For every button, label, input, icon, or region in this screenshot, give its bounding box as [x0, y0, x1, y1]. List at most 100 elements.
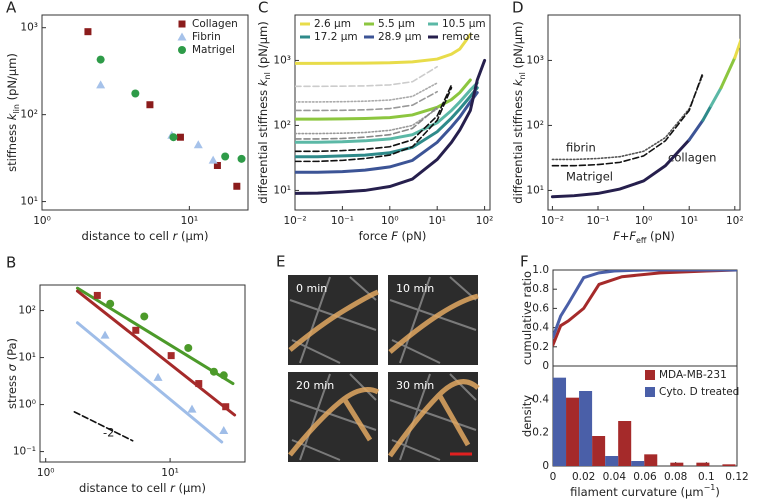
y-tick-label: 10¹: [526, 184, 544, 196]
label-part: (μm): [177, 229, 208, 243]
legend-label: Fibrin: [192, 31, 221, 43]
marker: [84, 28, 92, 36]
axis-frame: [39, 284, 246, 463]
series-line: [295, 84, 453, 153]
x-axis-label: filament curvature (μm−1): [570, 483, 720, 499]
marker: [167, 352, 175, 360]
bar: [631, 461, 645, 466]
series-line: [553, 270, 737, 347]
panel-letter: F: [520, 253, 529, 271]
annotation: Matrigel: [566, 170, 613, 184]
legend-label: Cyto. D treated: [659, 386, 739, 398]
label-part: (pN/μm): [511, 21, 525, 72]
frame-0: 0 min: [288, 275, 379, 365]
y-axis-label: stress σ (Pa): [5, 338, 19, 409]
fibers: [289, 373, 377, 461]
x-tick-label: 10⁻¹: [586, 215, 609, 227]
marker: [208, 155, 218, 164]
marker: [233, 182, 241, 190]
y-tick-label: 1.0: [532, 264, 549, 276]
tracked-fiber: [288, 387, 380, 457]
marker: [187, 404, 197, 413]
x-tick-label: 0.06: [633, 471, 657, 483]
y-tick-label: 0.4: [532, 322, 549, 334]
x-tick-label: 0.08: [664, 471, 687, 483]
marker: [221, 152, 230, 161]
y-tick-label: 0.2: [532, 427, 549, 439]
bar: [566, 397, 580, 466]
label-part: distance to cell: [79, 481, 170, 495]
marker: [184, 343, 193, 352]
label-part: force: [359, 229, 392, 243]
label-part: cumulative ratio: [520, 271, 534, 365]
y-tick-label: 0.8: [532, 283, 549, 295]
x-axis-label: F+Feff (pN): [613, 229, 675, 246]
marker: [195, 380, 203, 388]
series-line: [295, 108, 438, 135]
bar: [670, 462, 684, 466]
series-line: [550, 138, 691, 199]
marker: [146, 101, 154, 109]
x-tick-label: 10⁰: [33, 215, 51, 227]
x-axis-label: distance to cell r (μm): [82, 229, 209, 243]
series-line: [687, 118, 705, 142]
label-part: differential stiffness: [256, 86, 270, 204]
series-line: [295, 33, 472, 65]
label-part: (pN/μm): [256, 21, 270, 72]
x-tick-label: 0: [550, 471, 557, 483]
label-part: (pN): [646, 229, 675, 243]
x-tick-label: 10²: [476, 215, 494, 227]
frame-1: 10 min: [388, 275, 479, 365]
label-part: r: [173, 229, 179, 243]
fibers: [389, 373, 477, 461]
y-tick-label: 0.2: [532, 341, 549, 353]
x-tick-label: 10⁻¹: [331, 215, 354, 227]
y-tick-label: 10²: [20, 109, 38, 121]
annotation: fibrin: [566, 141, 596, 155]
x-tick-label: 10²: [726, 215, 744, 227]
x-tick-label: 10¹: [161, 467, 179, 479]
x-tick-label: 0.1: [698, 471, 715, 483]
label-part: nl: [518, 72, 527, 79]
y-tick-label: 10¹: [18, 352, 36, 364]
x-tick-label: 10¹: [428, 215, 446, 227]
series-line: [295, 65, 438, 88]
y-tick-label: 10⁻¹: [13, 446, 36, 458]
y-tick-label: 10¹: [273, 184, 291, 196]
label-part: stress: [5, 371, 19, 409]
label-part: F: [613, 229, 620, 243]
series-line: [709, 86, 723, 108]
y-tick-label: 10³: [273, 54, 291, 66]
axis-frame: [41, 14, 249, 211]
x-tick-label: 0.04: [603, 471, 627, 483]
marker: [177, 32, 187, 41]
y-axis-label: cumulative ratio: [520, 271, 534, 365]
series-line: [295, 90, 438, 112]
y-tick-label: 0: [542, 460, 549, 472]
marker: [176, 133, 184, 141]
frame-3: 30 min: [387, 372, 480, 462]
y-axis-label: stiffness klin (pN/μm): [5, 53, 22, 172]
panel-letter: E: [276, 253, 285, 271]
label-part: lin: [12, 104, 21, 114]
marker: [222, 403, 230, 411]
frame-time: 20 min: [296, 379, 334, 392]
panel-letter: D: [512, 0, 524, 17]
y-tick-label: 0.4: [532, 393, 549, 405]
tracked-fiber: [288, 289, 379, 352]
y-tick-label: 10²: [526, 119, 544, 131]
bar: [605, 456, 619, 466]
y-tick-label: 10³: [20, 22, 38, 34]
y-tick-label: 10²: [18, 305, 36, 317]
x-tick-label: 10¹: [680, 215, 698, 227]
bar: [696, 462, 710, 466]
x-tick-label: 0.12: [725, 471, 748, 483]
y-tick-label: 10¹: [20, 196, 38, 208]
x-tick-label: 10⁻²: [541, 215, 564, 227]
annotation: -2: [103, 426, 114, 440]
marker: [193, 140, 203, 149]
x-tick-label: 10⁰: [37, 467, 55, 479]
label-part: filament curvature (μm: [570, 485, 703, 499]
x-axis-label: force F (pN): [359, 229, 427, 243]
